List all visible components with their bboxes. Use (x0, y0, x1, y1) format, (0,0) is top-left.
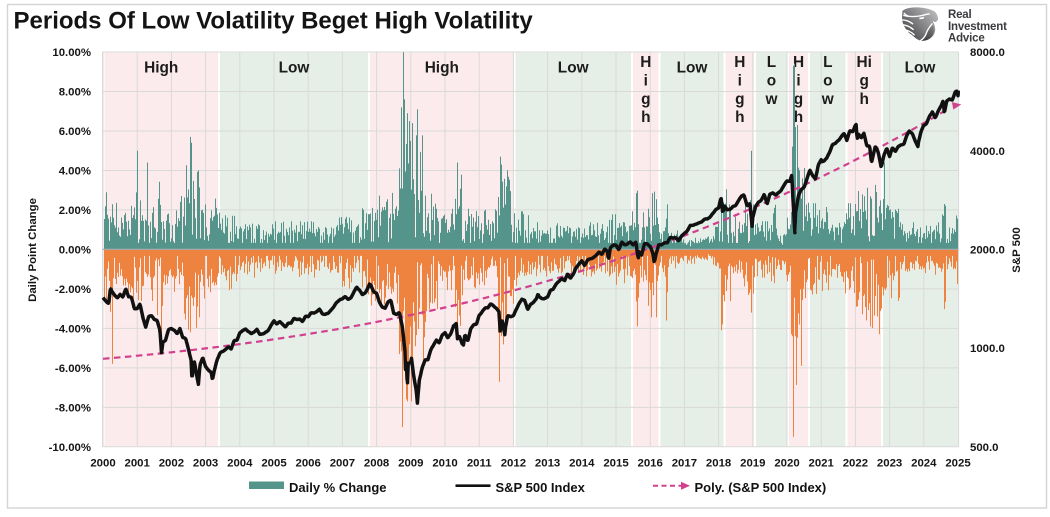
svg-text:H: H (793, 54, 804, 71)
svg-text:Hi: Hi (856, 54, 871, 71)
svg-text:h: h (859, 91, 868, 108)
svg-text:-4.00%: -4.00% (55, 324, 91, 336)
svg-text:8000.0: 8000.0 (970, 47, 1005, 59)
svg-text:i: i (738, 72, 742, 89)
svg-text:4000.0: 4000.0 (970, 146, 1005, 158)
svg-text:2000: 2000 (90, 458, 115, 470)
svg-text:w: w (765, 91, 778, 108)
svg-text:2.00%: 2.00% (59, 205, 91, 217)
svg-text:Low: Low (279, 60, 310, 77)
svg-text:2013: 2013 (535, 458, 560, 470)
svg-text:2012: 2012 (501, 458, 526, 470)
svg-text:2022: 2022 (843, 458, 868, 470)
svg-text:h: h (735, 109, 744, 126)
svg-text:o: o (767, 72, 776, 89)
svg-text:6.00%: 6.00% (59, 126, 91, 138)
svg-text:2021: 2021 (809, 458, 835, 470)
svg-text:2017: 2017 (672, 458, 697, 470)
svg-text:4.00%: 4.00% (59, 166, 91, 178)
svg-text:2015: 2015 (603, 458, 629, 470)
svg-text:Poly. (S&P 500 Index): Poly. (S&P 500 Index) (695, 480, 827, 495)
svg-text:h: h (641, 109, 650, 126)
svg-text:2003: 2003 (193, 458, 218, 470)
svg-text:Real: Real (948, 9, 972, 21)
svg-text:2016: 2016 (638, 458, 663, 470)
svg-text:h: h (794, 109, 803, 126)
svg-text:Low: Low (905, 60, 936, 77)
svg-text:Daily % Change: Daily % Change (289, 480, 387, 495)
svg-text:2008: 2008 (364, 458, 389, 470)
svg-text:2014: 2014 (569, 458, 595, 470)
svg-text:H: H (640, 54, 651, 71)
svg-text:-6.00%: -6.00% (55, 363, 91, 375)
svg-text:-8.00%: -8.00% (55, 402, 91, 414)
svg-text:500.0: 500.0 (970, 442, 999, 454)
svg-text:L: L (823, 54, 832, 71)
svg-text:2024: 2024 (911, 458, 937, 470)
svg-text:2010: 2010 (432, 458, 457, 470)
svg-text:2019: 2019 (740, 458, 765, 470)
svg-text:2005: 2005 (261, 458, 287, 470)
svg-text:g: g (794, 91, 803, 108)
svg-text:High: High (425, 60, 459, 77)
svg-text:i: i (796, 72, 800, 89)
svg-text:2023: 2023 (877, 458, 902, 470)
svg-text:High: High (144, 60, 178, 77)
svg-text:-2.00%: -2.00% (55, 284, 91, 296)
svg-text:w: w (821, 91, 834, 108)
svg-text:0.00%: 0.00% (59, 245, 91, 257)
svg-text:Investment: Investment (948, 21, 1007, 33)
svg-text:2002: 2002 (159, 458, 184, 470)
svg-text:2009: 2009 (398, 458, 423, 470)
svg-text:2020: 2020 (774, 458, 799, 470)
svg-text:Advice: Advice (948, 32, 985, 44)
svg-text:Low: Low (677, 60, 708, 77)
svg-text:g: g (641, 91, 650, 108)
svg-text:2001: 2001 (125, 458, 151, 470)
svg-text:Daily Point Change: Daily Point Change (27, 198, 39, 302)
svg-text:1000.0: 1000.0 (970, 343, 1005, 355)
svg-text:2011: 2011 (467, 458, 492, 470)
svg-text:o: o (823, 72, 832, 89)
svg-text:10.00%: 10.00% (52, 47, 91, 59)
svg-text:S&P 500 Index: S&P 500 Index (496, 480, 586, 495)
svg-text:Low: Low (558, 60, 589, 77)
svg-text:-10.00%: -10.00% (49, 442, 91, 454)
svg-text:2025: 2025 (945, 458, 971, 470)
svg-text:2007: 2007 (330, 458, 355, 470)
svg-text:8.00%: 8.00% (59, 87, 91, 99)
svg-text:i: i (644, 72, 648, 89)
svg-text:2000.0: 2000.0 (970, 245, 1005, 257)
svg-text:2018: 2018 (706, 458, 731, 470)
svg-text:2006: 2006 (296, 458, 321, 470)
svg-text:H: H (734, 54, 745, 71)
svg-text:Periods Of Low Volatility Bege: Periods Of Low Volatility Beget High Vol… (14, 8, 534, 35)
svg-text:g: g (735, 91, 744, 108)
svg-text:S&P 500: S&P 500 (1011, 227, 1023, 272)
svg-text:2004: 2004 (227, 458, 253, 470)
svg-text:g: g (859, 72, 868, 89)
svg-text:L: L (767, 54, 776, 71)
